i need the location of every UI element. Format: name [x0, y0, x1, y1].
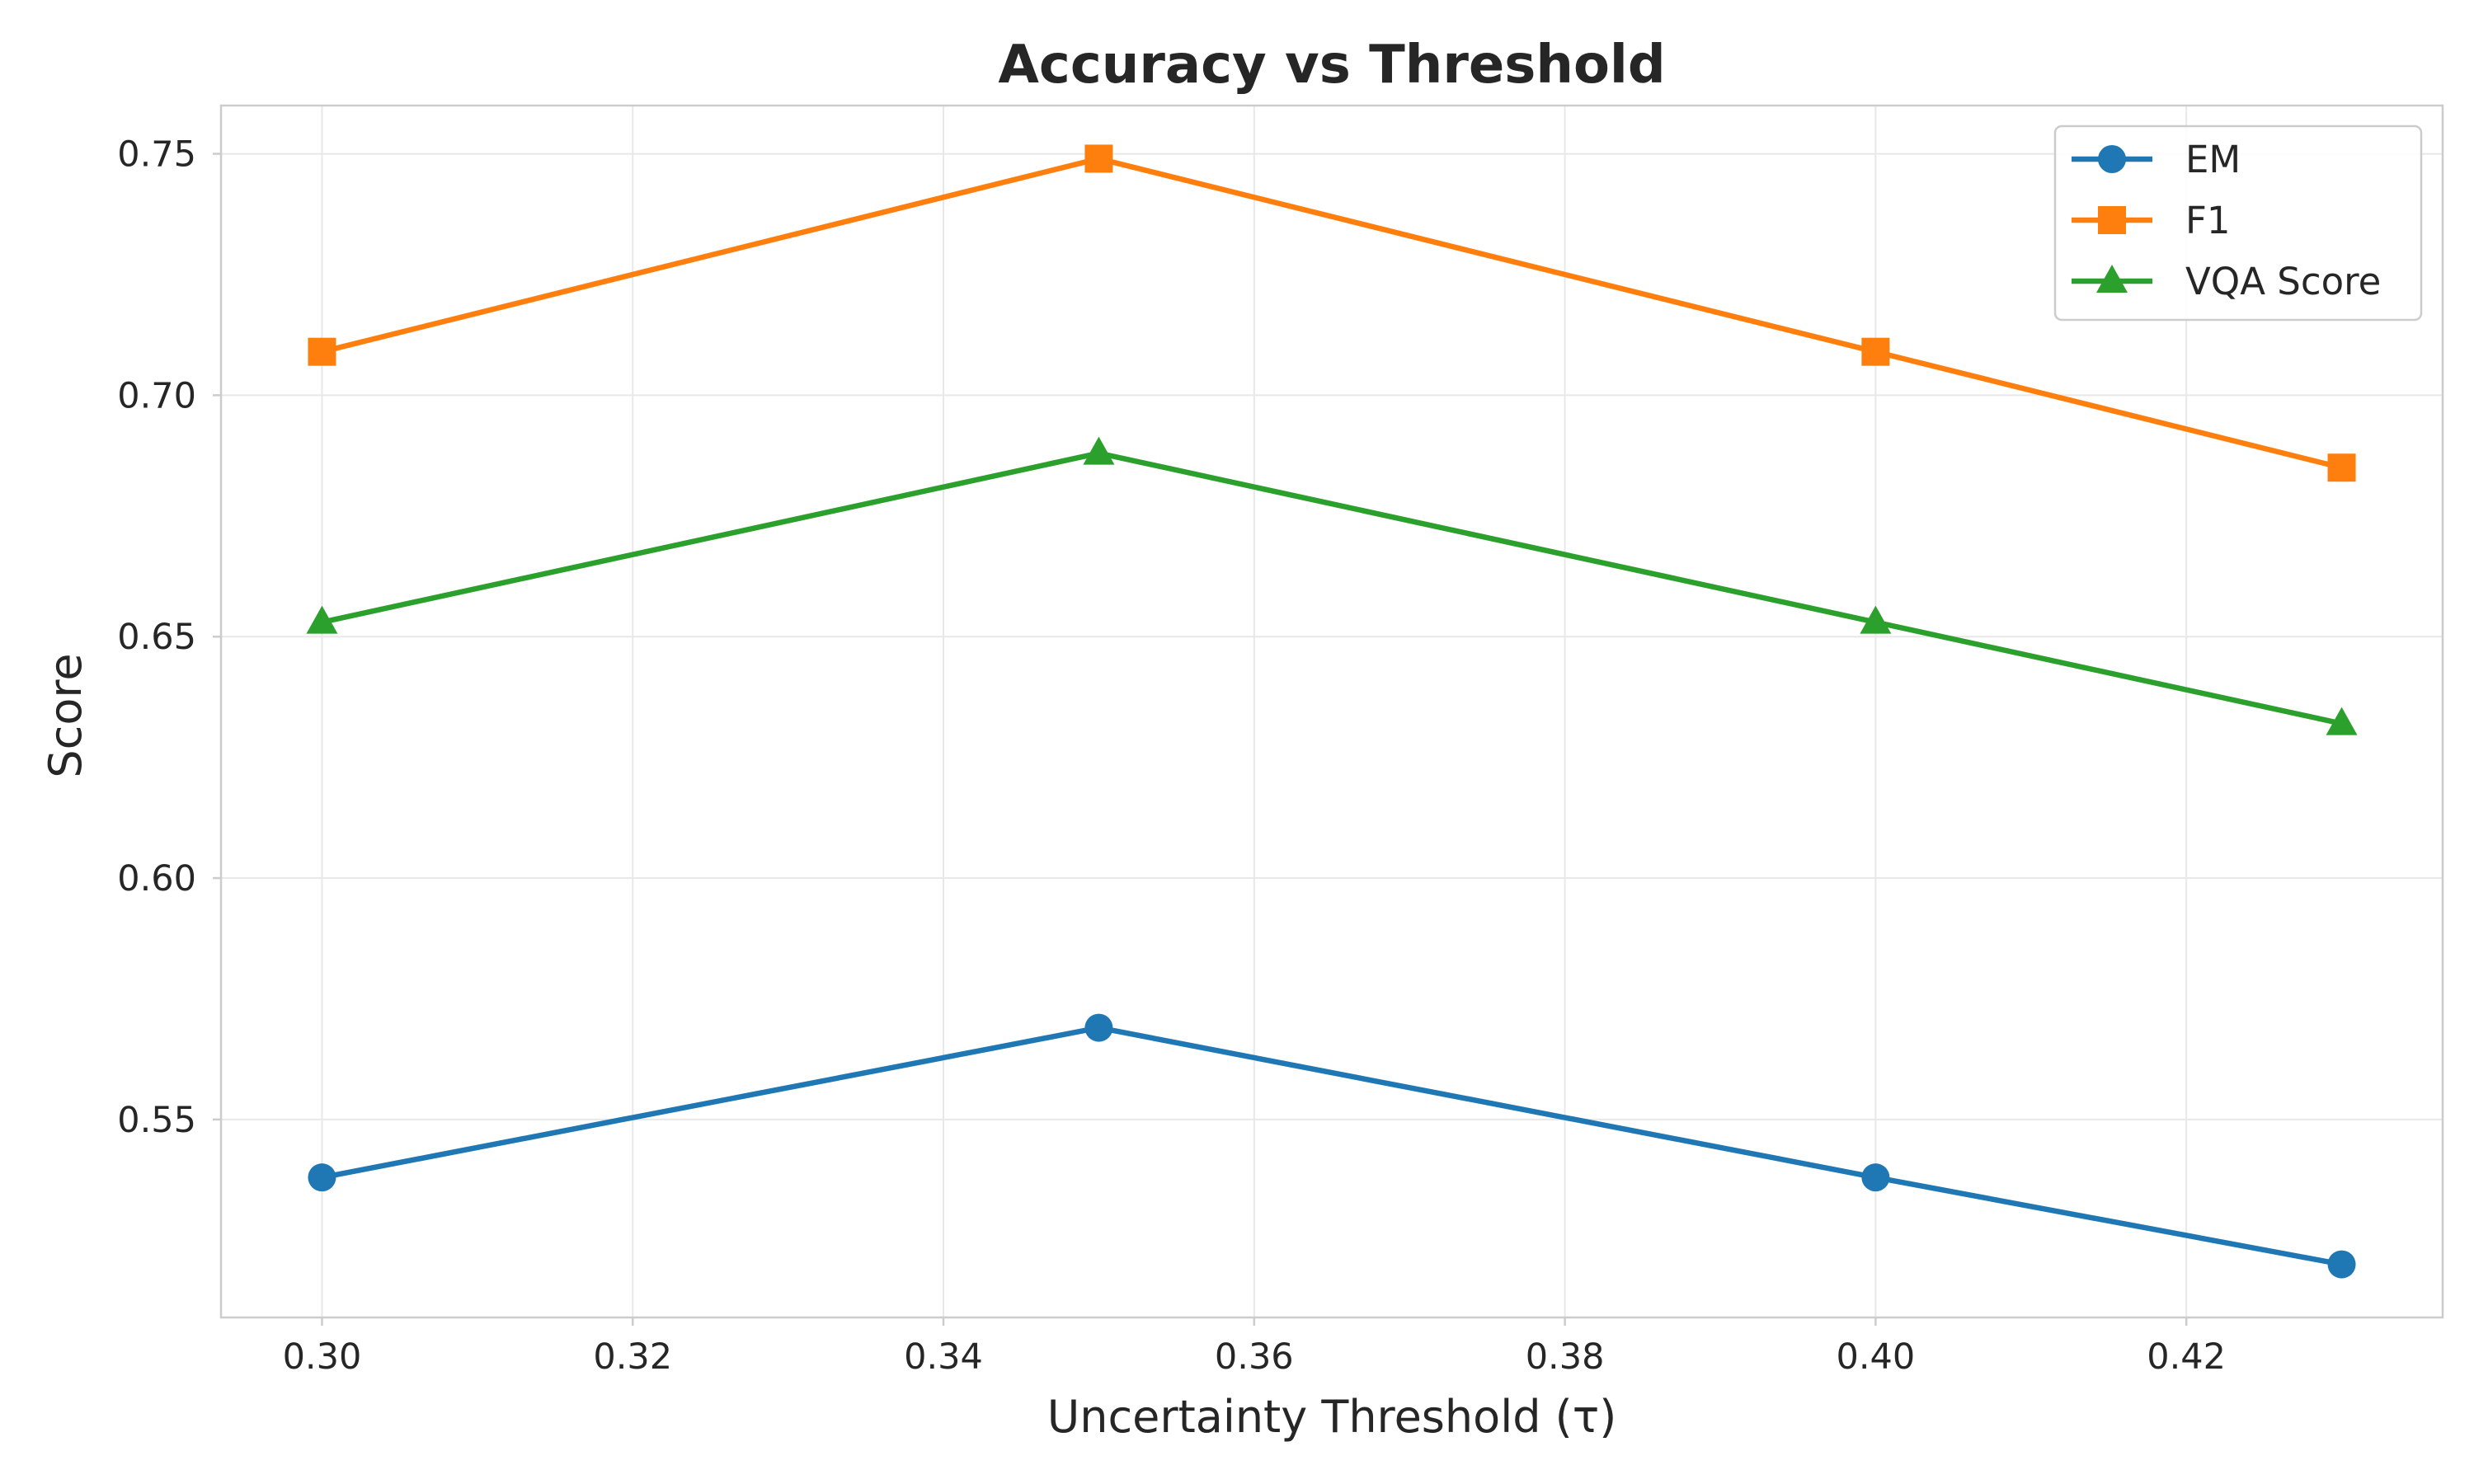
x-tick-label: 0.38 — [1526, 1336, 1605, 1378]
legend-label: EM — [2185, 138, 2241, 181]
em-point — [308, 1163, 336, 1192]
grid-lines — [221, 106, 2443, 1317]
series-lines — [306, 144, 2358, 1279]
y-tick-label: 0.75 — [117, 134, 196, 176]
legend-marker — [2096, 265, 2128, 293]
x-tick-label: 0.34 — [904, 1336, 983, 1378]
x-tick-label: 0.42 — [2147, 1336, 2226, 1378]
f1-point — [308, 337, 336, 366]
legend-item-f1: F1 — [2072, 199, 2231, 242]
vqa-score-point — [306, 605, 338, 634]
legend-box — [2053, 124, 2423, 322]
legend-item-em: EM — [2072, 138, 2241, 181]
f1-line — [321, 156, 2343, 471]
f1-point — [1084, 144, 1113, 173]
legend-marker — [2098, 206, 2126, 234]
em-line — [321, 1025, 2343, 1267]
series-em — [308, 1013, 2356, 1279]
em-point — [1084, 1013, 1113, 1042]
axis-ticks: 0.30 0.32 0.34 0.36 0.38 0.40 0.42 0.55 0.60 0.65… — [117, 134, 2226, 1378]
vqa-score-point — [1083, 436, 1115, 465]
em-point — [1861, 1163, 1890, 1192]
legend-item-vqa-score: VQA Score — [2072, 260, 2381, 303]
f1-point — [1861, 337, 1890, 366]
f1-point — [2327, 453, 2356, 482]
y-tick-label: 0.60 — [117, 858, 196, 899]
y-tick-label: 0.70 — [117, 375, 196, 416]
x-tick-label: 0.40 — [1836, 1336, 1915, 1378]
em-point — [2327, 1250, 2356, 1279]
y-tick-label: 0.55 — [117, 1100, 196, 1141]
chart-title: Accuracy vs Threshold — [998, 35, 1665, 96]
legend-label: VQA Score — [2185, 260, 2381, 303]
vqa-score-line — [321, 450, 2343, 726]
series-vqa-score — [306, 436, 2358, 735]
legend-marker — [2098, 145, 2126, 173]
legend-label: F1 — [2185, 199, 2231, 242]
vqa-score-point — [2326, 707, 2358, 735]
x-tick-label: 0.30 — [283, 1336, 362, 1378]
y-axis-label: Score — [40, 653, 92, 777]
y-tick-label: 0.65 — [117, 617, 196, 658]
x-axis-label: Uncertainty Threshold (τ) — [1047, 1391, 1617, 1443]
plot-frame — [219, 104, 2444, 1319]
vqa-score-point — [1860, 605, 1892, 634]
series-f1 — [308, 144, 2356, 482]
x-tick-label: 0.36 — [1215, 1336, 1294, 1378]
x-tick-label: 0.32 — [593, 1336, 672, 1378]
legend: EM F1 VQA Score — [2053, 124, 2423, 322]
